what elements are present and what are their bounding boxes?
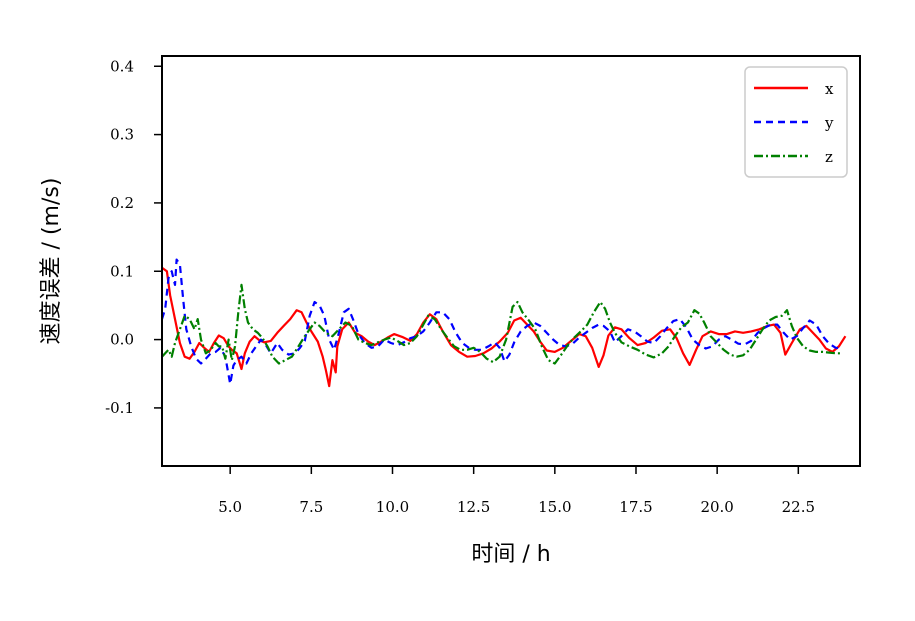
y-tick-label: 0.2 (110, 194, 134, 212)
x-tick-label: 10.0 (376, 498, 409, 516)
y-axis-ticks: -0.1 0.0 0.1 0.2 0.3 0.4 (105, 57, 162, 417)
legend-label-z: z (825, 148, 833, 166)
x-tick-label: 22.5 (782, 498, 815, 516)
series-layer (162, 258, 847, 388)
legend-label-x: x (825, 80, 834, 98)
x-axis-ticks: 5.0 7.5 10.0 12.5 15.0 17.5 20.0 22.5 (218, 466, 815, 516)
x-axis-label: 时间 / h (471, 542, 550, 567)
x-tick-label: 15.0 (538, 498, 571, 516)
y-tick-label: 0.1 (110, 262, 134, 280)
x-tick-label: 5.0 (218, 498, 242, 516)
legend: x y z (744, 66, 848, 178)
plot-background (162, 56, 860, 466)
x-tick-label: 7.5 (299, 498, 323, 516)
series-line-y (162, 258, 843, 386)
y-tick-label: 0.4 (110, 57, 134, 75)
series-line-z (162, 283, 843, 365)
legend-label-y: y (824, 114, 834, 132)
y-tick-label: 0.0 (110, 331, 134, 349)
y-tick-label: 0.3 (110, 126, 134, 144)
series-line-x (162, 266, 847, 388)
x-tick-label: 12.5 (457, 498, 490, 516)
y-axis-label: 速度误差 / (m/s) (39, 178, 64, 345)
x-tick-label: 17.5 (619, 498, 652, 516)
y-tick-label: -0.1 (105, 399, 134, 417)
x-tick-label: 20.0 (700, 498, 733, 516)
plot-frame (161, 55, 861, 467)
